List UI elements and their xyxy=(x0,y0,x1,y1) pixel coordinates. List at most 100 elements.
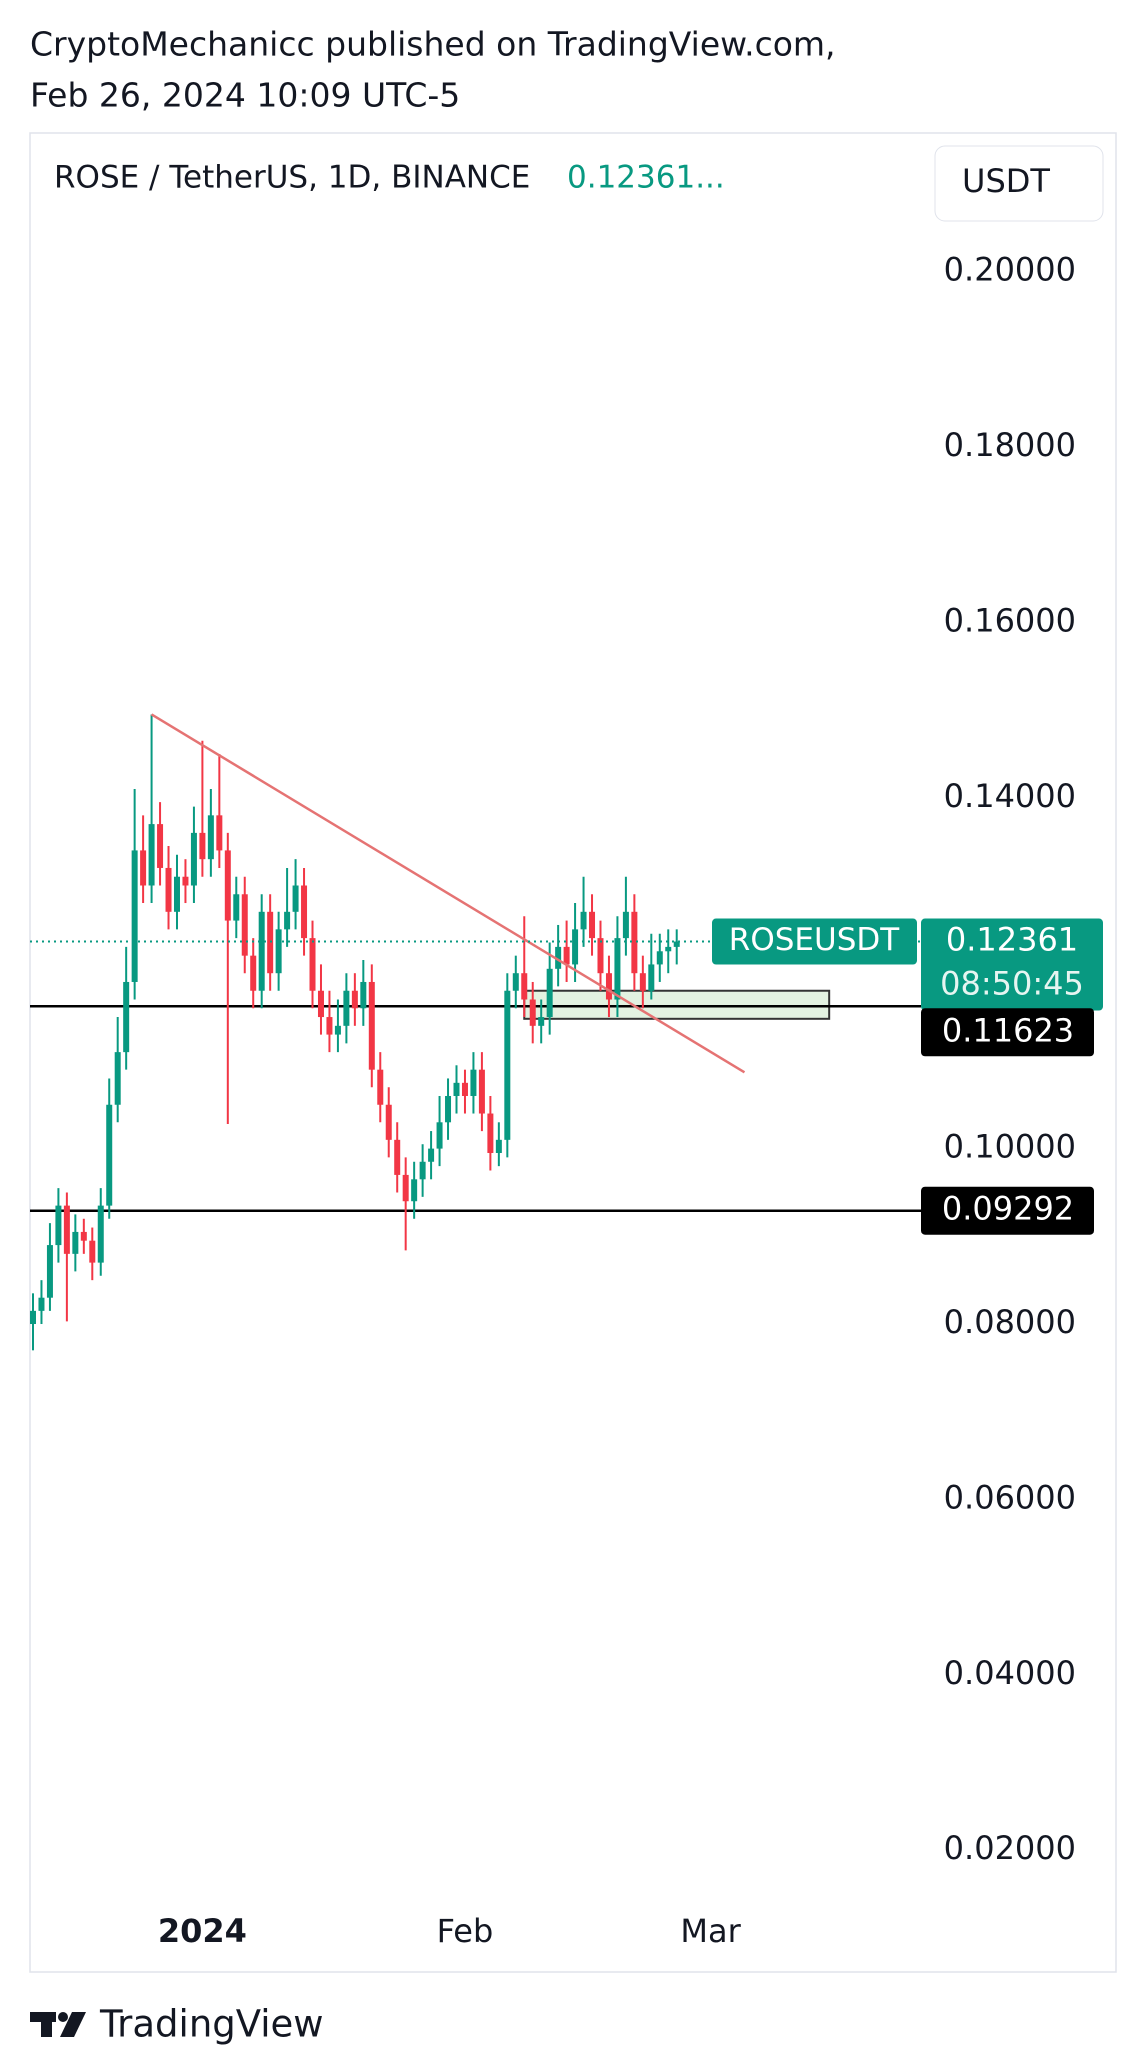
chart-frame xyxy=(29,132,1117,1973)
candle-body xyxy=(224,850,231,921)
brand: TradingView xyxy=(99,2003,324,2046)
candle-body xyxy=(38,1297,45,1311)
level-tag xyxy=(921,1008,1094,1057)
candle-body xyxy=(140,850,147,886)
candle-body xyxy=(470,1069,477,1096)
x-tick-label: Mar xyxy=(680,1912,741,1950)
candle-body xyxy=(461,1082,468,1096)
candle-body xyxy=(334,1025,341,1035)
candle-body xyxy=(241,894,248,956)
candle-body xyxy=(360,981,367,1009)
candle-body xyxy=(529,999,536,1026)
candle-body xyxy=(72,1231,79,1254)
candle-body xyxy=(428,1148,435,1162)
candle-body xyxy=(377,1069,384,1105)
brand-logo xyxy=(30,2012,86,2037)
candle-body xyxy=(114,1052,121,1105)
candle-body xyxy=(572,929,579,965)
y-tick-label: 0.08000 xyxy=(944,1303,1076,1341)
candle-body xyxy=(80,1231,87,1241)
candle-body xyxy=(250,955,257,991)
candle-body xyxy=(673,941,680,947)
candle-body xyxy=(512,973,519,991)
candle-body xyxy=(487,1113,494,1153)
candle-body xyxy=(385,1104,392,1140)
candle-body xyxy=(665,946,672,952)
y-tick-label: 0.02000 xyxy=(944,1829,1076,1867)
candle-body xyxy=(546,968,553,1018)
candle-body xyxy=(275,929,282,974)
y-tick-label: 0.18000 xyxy=(944,426,1076,464)
candle-body xyxy=(63,1205,70,1254)
price-tag xyxy=(921,918,1103,1011)
countdown: 08:50:45 xyxy=(940,965,1084,1003)
candle-body xyxy=(453,1082,460,1096)
y-tick-label: 0.14000 xyxy=(944,777,1076,815)
zone xyxy=(523,989,831,1020)
candle-body xyxy=(622,911,629,939)
candle-body xyxy=(368,981,375,1070)
candle-body xyxy=(148,824,155,886)
candle-body xyxy=(199,832,206,860)
candle-body xyxy=(284,911,291,930)
y-tick-label: 0.06000 xyxy=(944,1478,1076,1516)
candle-body xyxy=(46,1245,53,1298)
candle-body xyxy=(123,981,130,1053)
candle-body xyxy=(233,894,240,921)
candle-body xyxy=(190,832,197,886)
candle-body xyxy=(411,1179,418,1202)
candle-body xyxy=(394,1139,401,1175)
candle-body xyxy=(89,1240,96,1263)
candle-body xyxy=(216,815,223,851)
candle-body xyxy=(258,911,265,991)
y-tick-label: 0.04000 xyxy=(944,1654,1076,1692)
symbol-tag xyxy=(712,918,917,965)
x-tick-label: 2024 xyxy=(158,1912,247,1950)
candle-body xyxy=(207,815,214,860)
candle-body xyxy=(589,911,596,939)
candle-body xyxy=(301,885,308,939)
candle-body xyxy=(30,1310,36,1325)
candle-body xyxy=(343,990,350,1026)
candle-body xyxy=(495,1139,502,1153)
candle-body xyxy=(326,1017,333,1035)
candle-body xyxy=(538,1017,545,1026)
date-line: Feb 26, 2024 10:09 UTC-5 xyxy=(30,76,460,115)
symbol-label: ROSEUSDT xyxy=(729,922,900,958)
candle-body xyxy=(478,1069,485,1114)
price-label: 0.12361 xyxy=(946,921,1078,959)
legend-value: 0.12361... xyxy=(567,160,725,196)
trendline xyxy=(150,713,746,1074)
candle-body xyxy=(639,973,646,991)
candle-body xyxy=(580,911,587,930)
candle-body xyxy=(317,990,324,1018)
y-tick-label: 0.16000 xyxy=(944,601,1076,639)
candle-body xyxy=(631,911,638,974)
candle-body xyxy=(165,867,172,912)
candle-body xyxy=(292,885,299,912)
candle-body xyxy=(402,1174,409,1202)
candle-body xyxy=(157,824,164,868)
y-tick-label: 0.10000 xyxy=(944,1128,1076,1166)
candle-body xyxy=(55,1205,62,1246)
candle-body xyxy=(106,1104,113,1206)
candle-body xyxy=(504,990,511,1140)
candle-body xyxy=(614,938,621,1000)
candle-body xyxy=(656,951,663,965)
candle-body xyxy=(555,946,562,969)
candle-body xyxy=(351,990,358,1009)
chart-title: ROSE / TetherUS, 1D, BINANCE xyxy=(54,160,530,196)
candle-body xyxy=(97,1205,104,1263)
candle-body xyxy=(648,964,655,991)
candle-body xyxy=(521,973,528,1000)
currency[interactable]: USDT xyxy=(962,162,1050,200)
level-label: 0.11623 xyxy=(942,1011,1074,1049)
x-tick-label: Feb xyxy=(437,1912,494,1950)
candle-body xyxy=(309,938,316,991)
candle-body xyxy=(563,946,570,965)
candle-body xyxy=(605,973,612,1000)
y-tick-label: 0.20000 xyxy=(944,251,1076,289)
candle-body xyxy=(419,1161,426,1180)
currency-button[interactable] xyxy=(934,145,1104,222)
candle-body xyxy=(445,1095,452,1123)
